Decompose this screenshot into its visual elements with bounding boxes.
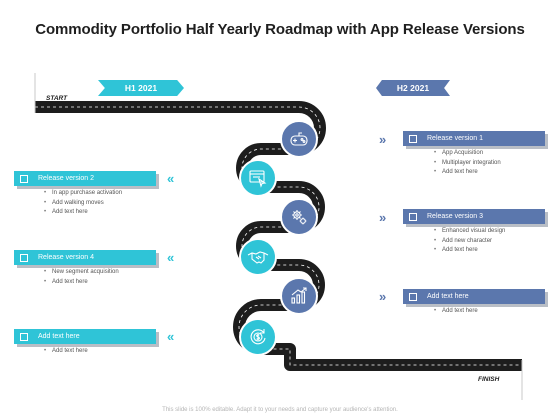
right-card-release-1: Release version 1 App Acquisition Multip…: [403, 131, 545, 178]
start-label: START: [46, 95, 68, 102]
list-item: In app purchase activation: [39, 189, 156, 199]
card-title: Release version 1: [427, 135, 484, 142]
milestone-5: [280, 277, 318, 315]
right-card-release-3: Release version 3 Enhanced visual design…: [403, 209, 545, 256]
chevron-right-icon: »: [379, 132, 387, 147]
checkbox-icon: [409, 212, 417, 221]
card-header: Release version 1: [403, 131, 545, 146]
left-card-release-2: Release version 2 In app purchase activa…: [14, 171, 156, 218]
h2-label: H2 2021: [376, 80, 450, 96]
card-header: Add text here: [14, 329, 156, 344]
dollar-cycle-icon: [250, 329, 266, 345]
list-item: New segment acquisition: [39, 268, 156, 278]
gamepad-icon: [290, 132, 308, 146]
card-header: Release version 2: [14, 171, 156, 186]
list-item: Add new character: [429, 237, 545, 247]
road-centerline: [35, 106, 522, 366]
chevron-left-icon: «: [167, 329, 175, 344]
footer-note: This slide is 100% editable. Adapt it to…: [162, 407, 398, 413]
card-list: Add text here: [429, 307, 545, 317]
card-header: Release version 3: [403, 209, 545, 224]
card-title: Release version 2: [38, 175, 95, 182]
milestone-4: [239, 238, 277, 276]
checkbox-icon: [409, 134, 417, 143]
left-card-release-4: Release version 4 New segment acquisitio…: [14, 250, 156, 287]
browser-cursor-icon: [249, 170, 267, 188]
card-title: Release version 3: [427, 213, 484, 220]
list-item: Add text here: [39, 278, 156, 288]
milestone-6: [239, 318, 277, 356]
checkbox-icon: [409, 292, 417, 301]
list-item: Add text here: [429, 246, 545, 256]
card-title: Add text here: [38, 333, 80, 340]
right-card-add-text: Add text here Add text here: [403, 289, 545, 317]
card-list: App Acquisition Multiplayer integration …: [429, 149, 545, 178]
list-item: Enhanced visual design: [429, 227, 545, 237]
card-list: New segment acquisition Add text here: [39, 268, 156, 287]
chevron-left-icon: «: [167, 250, 175, 265]
handshake-icon: [247, 251, 269, 264]
growth-chart-icon: [291, 287, 307, 304]
list-item: App Acquisition: [429, 149, 545, 159]
chevron-right-icon: »: [379, 210, 387, 225]
list-item: Add text here: [39, 208, 156, 218]
h1-label: H1 2021: [98, 80, 184, 96]
list-item: Add text here: [39, 347, 156, 357]
milestone-2: [239, 159, 277, 197]
milestone-3: [280, 198, 318, 236]
chevron-right-icon: »: [379, 289, 387, 304]
card-list: In app purchase activation Add walking m…: [39, 189, 156, 218]
list-item: Multiplayer integration: [429, 159, 545, 169]
checkbox-icon: [20, 253, 28, 262]
milestone-1: [280, 120, 318, 158]
checkbox-icon: [20, 174, 28, 183]
finish-label: FINISH: [478, 376, 500, 383]
list-item: Add text here: [429, 168, 545, 178]
card-title: Release version 4: [38, 254, 95, 261]
gears-icon: [292, 210, 307, 225]
card-header: Release version 4: [14, 250, 156, 265]
card-title: Add text here: [427, 293, 469, 300]
list-item: Add walking moves: [39, 199, 156, 209]
card-list: Add text here: [39, 347, 156, 357]
list-item: Add text here: [429, 307, 545, 317]
checkbox-icon: [20, 332, 28, 341]
card-list: Enhanced visual design Add new character…: [429, 227, 545, 256]
card-header: Add text here: [403, 289, 545, 304]
left-card-add-text: Add text here Add text here: [14, 329, 156, 357]
page-title: Commodity Portfolio Half Yearly Roadmap …: [35, 21, 525, 38]
chevron-left-icon: «: [167, 171, 175, 186]
